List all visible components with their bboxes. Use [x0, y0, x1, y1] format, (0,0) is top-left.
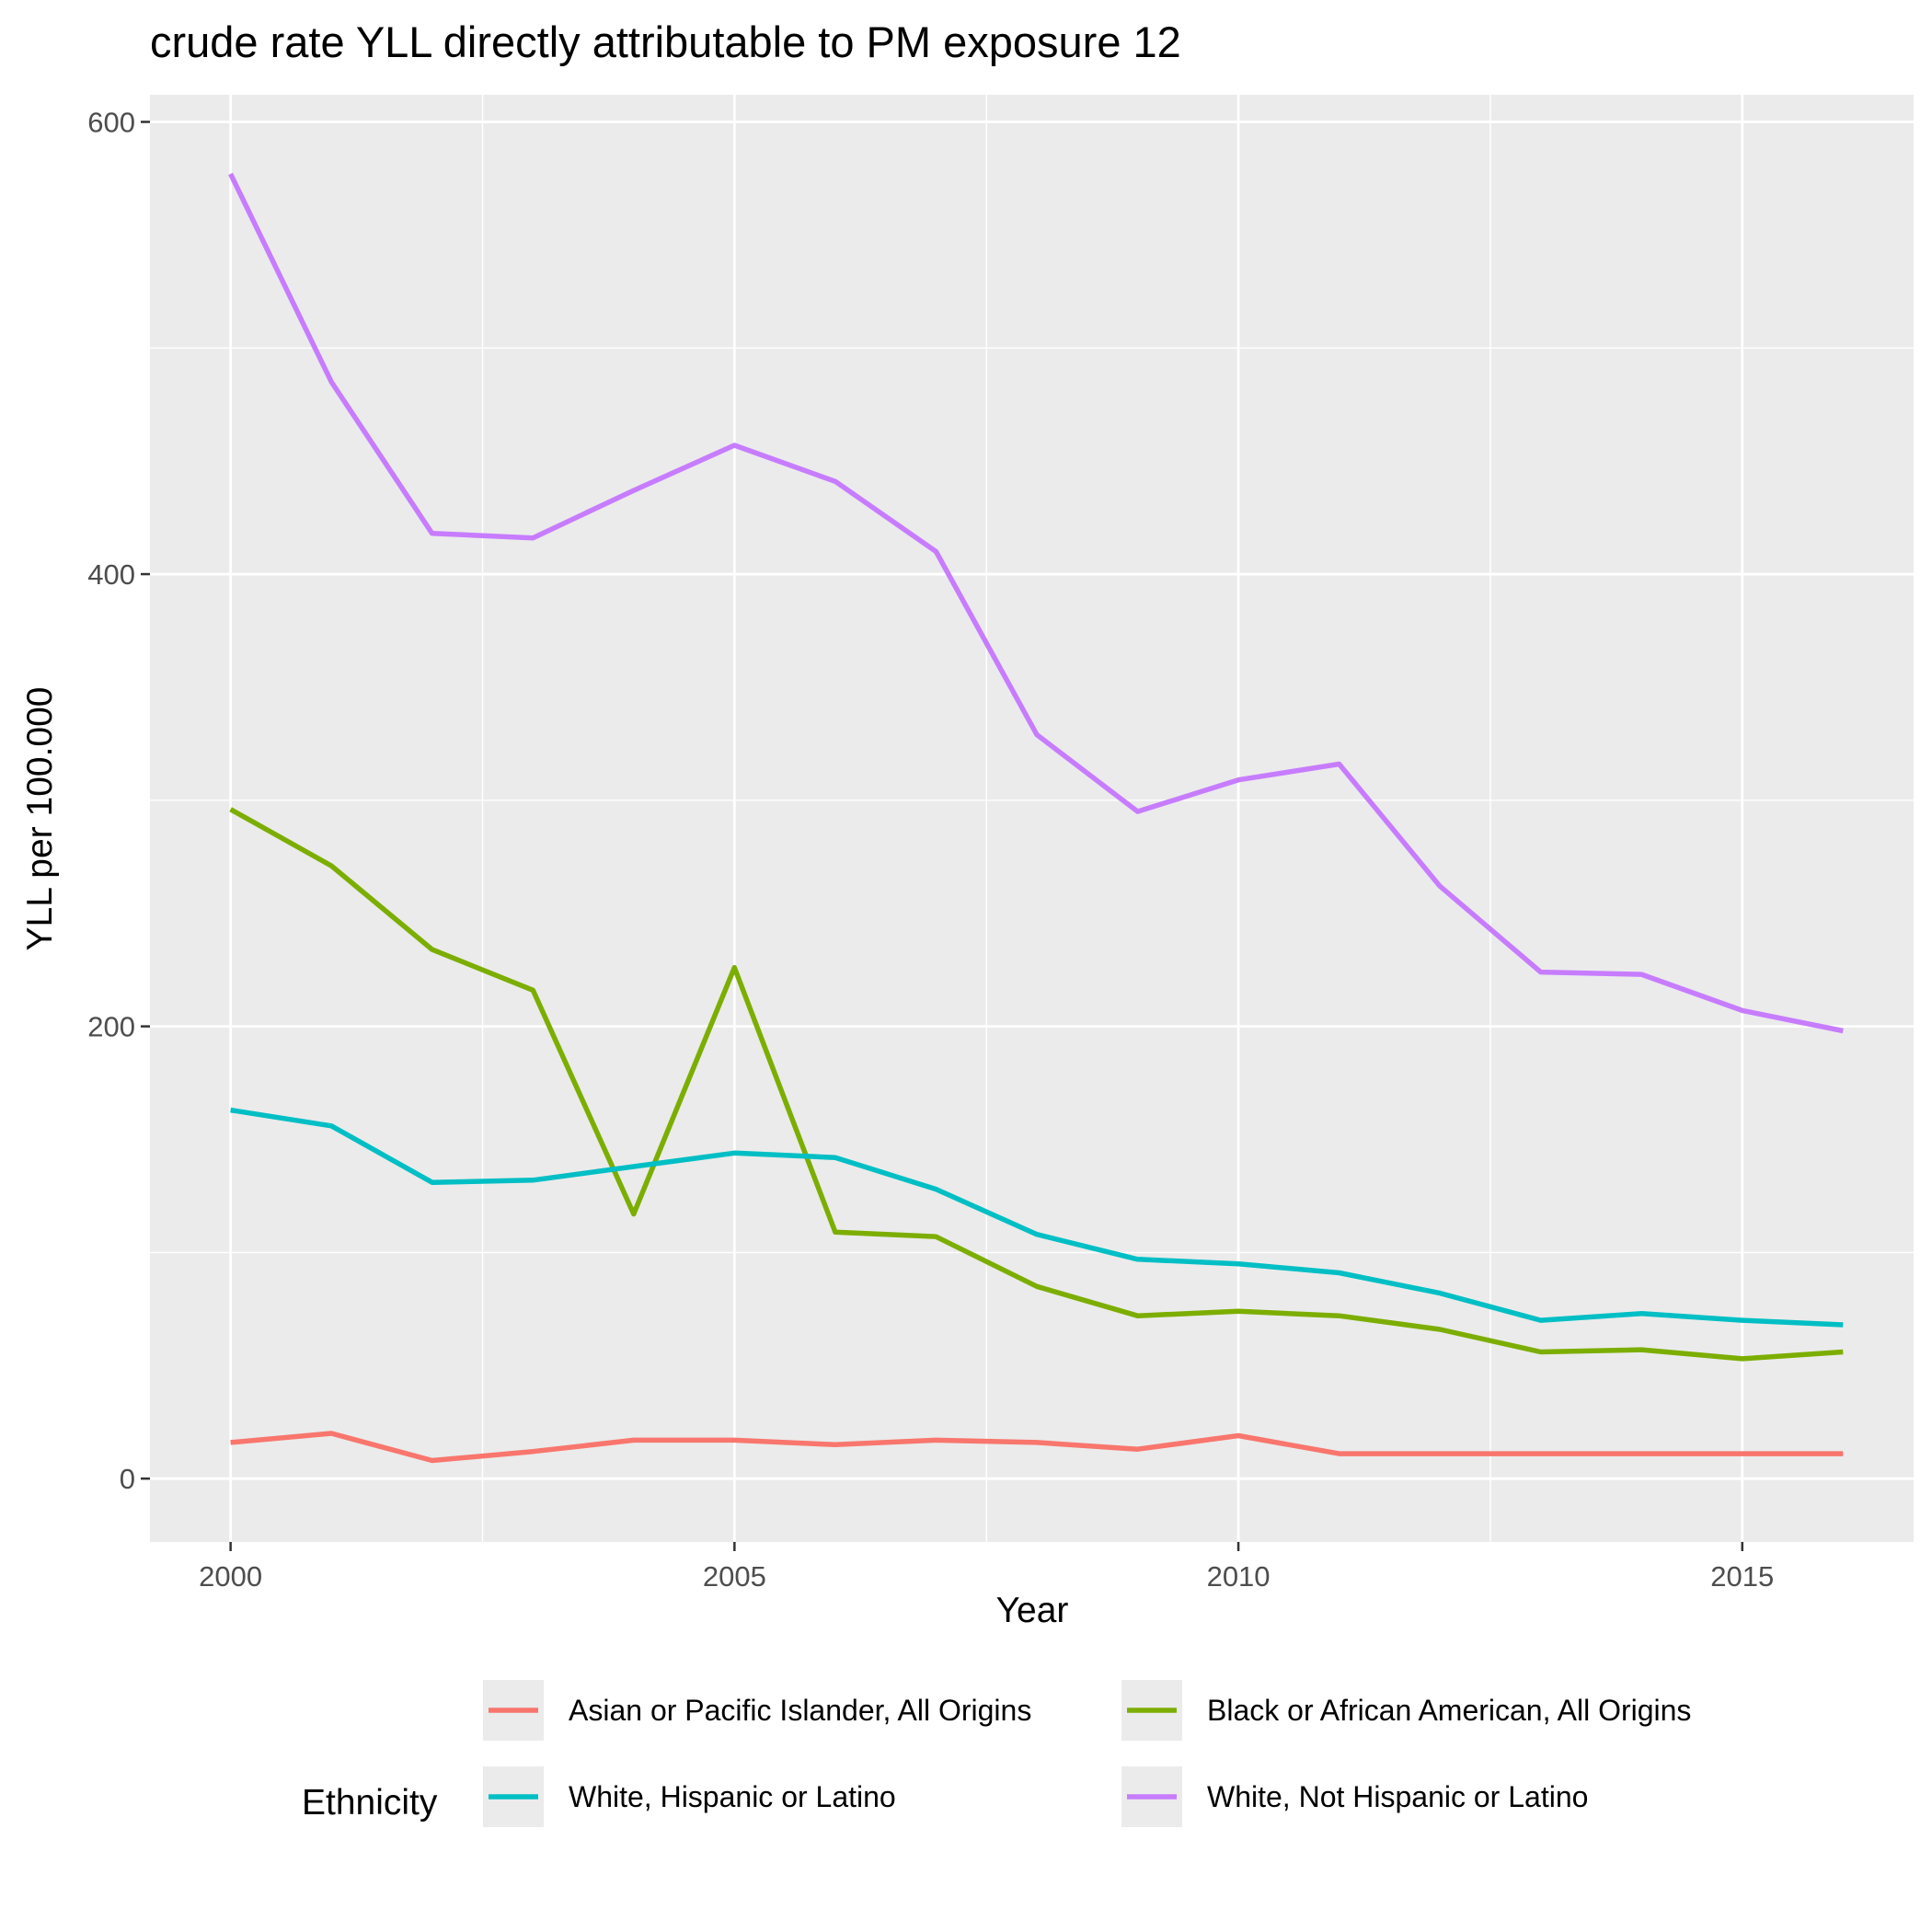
series-lines [228, 172, 1844, 1464]
y-tick-label: 0 [120, 1463, 135, 1495]
x-tick-label: 2015 [1710, 1560, 1774, 1593]
series-line-asian-or-pacific-islander-all-origins [230, 1431, 1844, 1464]
series-line-white-not-hispanic-or-latino [228, 172, 1844, 1034]
legend-item-black-or-african-american-all-origins: Black or African American, All Origins [1120, 1678, 1691, 1742]
chart-title: crude rate YLL directly attributable to … [150, 17, 1181, 66]
x-tick-label: 2010 [1207, 1560, 1271, 1593]
series-line-black-or-african-american-all-origins [229, 807, 1844, 1362]
legend: Ethnicity Asian or Pacific Islander, All… [302, 1678, 1691, 1829]
major-gridlines [150, 95, 1914, 1542]
legend-item-white-hispanic-or-latino: White, Hispanic or Latino [481, 1765, 896, 1829]
x-tick-label: 2005 [703, 1560, 766, 1593]
legend-title: Ethnicity [302, 1783, 438, 1823]
legend-item-asian-or-pacific-islander-all-origins: Asian or Pacific Islander, All Origins [481, 1678, 1031, 1742]
y-tick-label: 600 [87, 106, 135, 138]
x-axis: 2000 2005 2010 2015 [199, 1542, 1774, 1593]
x-axis-title: Year [996, 1591, 1069, 1630]
y-axis: 0 200 400 600 [87, 106, 150, 1495]
legend-label: White, Hispanic or Latino [569, 1780, 896, 1813]
legend-label: Asian or Pacific Islander, All Origins [569, 1694, 1031, 1727]
plot-panel [150, 95, 1914, 1542]
legend-label: White, Not Hispanic or Latino [1207, 1780, 1588, 1813]
series-line-white-hispanic-or-latino [230, 1107, 1844, 1328]
x-tick-label: 2000 [199, 1560, 262, 1593]
y-tick-label: 400 [87, 558, 135, 591]
legend-item-white-not-hispanic-or-latino: White, Not Hispanic or Latino [1120, 1765, 1588, 1829]
legend-label: Black or African American, All Origins [1207, 1694, 1691, 1727]
legend-items: Asian or Pacific Islander, All Origins Bl… [481, 1678, 1691, 1829]
y-axis-title: YLL per 100.000 [20, 687, 60, 951]
y-tick-label: 200 [87, 1011, 135, 1043]
minor-gridlines [150, 95, 1914, 1542]
